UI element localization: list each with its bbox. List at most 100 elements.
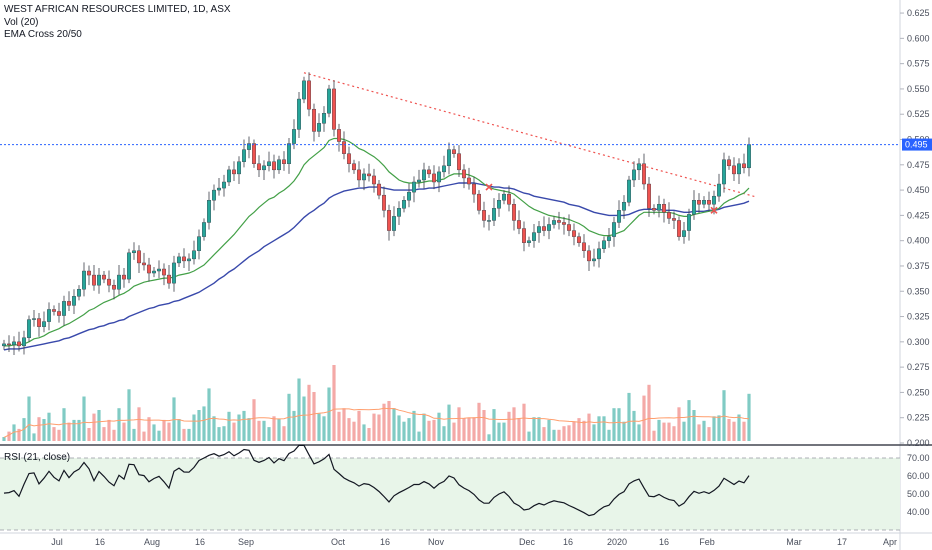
volume-bar [517, 418, 521, 441]
candle-body [562, 222, 567, 225]
candle [216, 177, 221, 196]
candle [111, 279, 116, 300]
candle [732, 157, 737, 181]
candle-body [662, 204, 667, 213]
candle [627, 175, 632, 207]
candle [47, 302, 52, 331]
candle-body [111, 284, 116, 290]
volume-bar [97, 410, 101, 441]
candle-body [221, 181, 226, 189]
volume-bar [32, 433, 36, 441]
price-tick-label: 0.275 [907, 362, 930, 372]
candle-body [2, 343, 6, 347]
candle [201, 218, 206, 241]
candle [457, 145, 462, 177]
candle [547, 217, 552, 240]
candle-body [602, 240, 607, 249]
candle-body [717, 183, 722, 197]
candle [231, 161, 236, 181]
volume-bar [162, 419, 166, 441]
candle [71, 289, 76, 315]
candle-body [277, 159, 282, 171]
candle-body [257, 163, 262, 171]
candle-body [387, 210, 392, 231]
volume-bar [742, 421, 746, 441]
price-tick-label: 0.325 [907, 312, 930, 322]
candle-body [652, 208, 657, 211]
candle-body [682, 230, 687, 237]
volume-bar [552, 429, 556, 441]
candle [572, 223, 577, 246]
candle [502, 190, 507, 205]
volume-bar [617, 408, 621, 441]
candle [226, 165, 231, 187]
volume-bar [87, 428, 91, 441]
volume-bar [567, 425, 571, 441]
volume-bar [122, 422, 126, 441]
candle [462, 164, 467, 189]
candle-body [532, 232, 537, 241]
volume-bar [317, 413, 321, 441]
candle-body [161, 268, 166, 276]
candle [332, 80, 337, 137]
volume-bar [717, 415, 721, 441]
volume-bar [127, 389, 131, 441]
candle-body [657, 204, 662, 211]
candle-body [632, 169, 637, 181]
volume-bar [37, 417, 41, 441]
candle [116, 264, 121, 295]
candle-body [492, 208, 497, 221]
candle-body [457, 153, 462, 171]
candle [657, 195, 662, 218]
price-tick-label: 0.425 [907, 210, 930, 220]
volume-bar [132, 428, 136, 441]
volume-bar [12, 424, 16, 441]
rsi-tick-label: 50.00 [907, 489, 930, 499]
candle [717, 173, 722, 202]
volume-bar [142, 431, 146, 441]
volume-bar [192, 414, 196, 441]
rsi-axis: 40.00 50.00 60.00 70.00 [907, 453, 930, 517]
volume-bar [292, 410, 296, 441]
volume-bar [707, 427, 711, 441]
candle-body [22, 337, 27, 347]
price-tick-label: 0.225 [907, 413, 930, 423]
candle [622, 195, 627, 219]
candle [577, 232, 582, 247]
volume-bar [182, 428, 186, 441]
rsi-legend[interactable]: RSI (21, close) [4, 452, 71, 463]
volume-bar [272, 416, 276, 441]
candle [277, 155, 282, 174]
candle [146, 257, 151, 282]
volume-bar [652, 430, 656, 441]
candle [747, 137, 752, 177]
ema-legend[interactable]: EMA Cross 20/50 [4, 29, 82, 40]
candle-body [241, 149, 246, 162]
price-tick-label: 0.300 [907, 337, 930, 347]
candle [652, 204, 657, 215]
volume-legend[interactable]: Vol (20) [4, 17, 39, 28]
price-tick-label: 0.525 [907, 109, 930, 119]
candle-body [27, 319, 32, 338]
candle [487, 214, 492, 231]
volume-bar [382, 403, 386, 441]
price-tick-label: 0.200 [907, 438, 930, 448]
candle [397, 201, 402, 225]
volume-bar [327, 387, 331, 441]
candle [677, 216, 682, 241]
candle-body [522, 228, 527, 243]
candle-body [32, 318, 37, 320]
volume-bar [402, 421, 406, 441]
volume-bar [207, 388, 211, 441]
candle [667, 202, 672, 224]
candle-body [216, 187, 221, 191]
candle [432, 165, 437, 190]
candle [267, 151, 272, 172]
candle [617, 200, 622, 229]
volume-bar [732, 421, 736, 441]
candle [672, 211, 677, 230]
candle-body [702, 200, 707, 205]
candle-body [231, 169, 236, 175]
candle [282, 151, 287, 171]
